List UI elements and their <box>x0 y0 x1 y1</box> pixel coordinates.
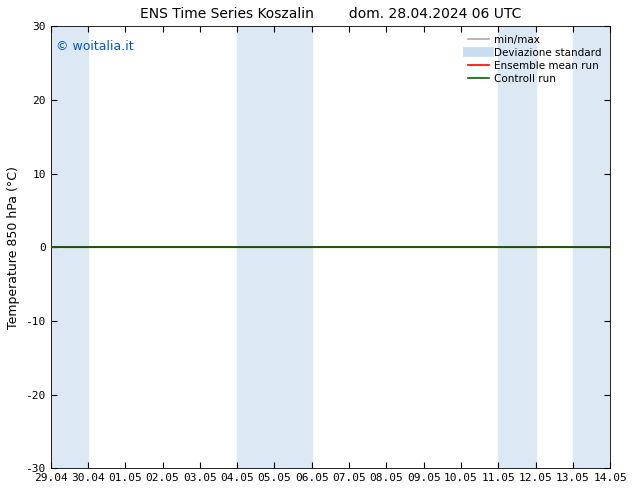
Title: ENS Time Series Koszalin        dom. 28.04.2024 06 UTC: ENS Time Series Koszalin dom. 28.04.2024… <box>139 7 521 21</box>
Text: © woitalia.it: © woitalia.it <box>56 40 134 52</box>
Bar <box>498 26 536 468</box>
Legend: min/max, Deviazione standard, Ensemble mean run, Controll run: min/max, Deviazione standard, Ensemble m… <box>465 31 605 87</box>
Bar <box>573 26 610 468</box>
Bar <box>51 26 88 468</box>
Bar <box>275 26 312 468</box>
Y-axis label: Temperature 850 hPa (°C): Temperature 850 hPa (°C) <box>7 166 20 329</box>
Bar <box>237 26 275 468</box>
